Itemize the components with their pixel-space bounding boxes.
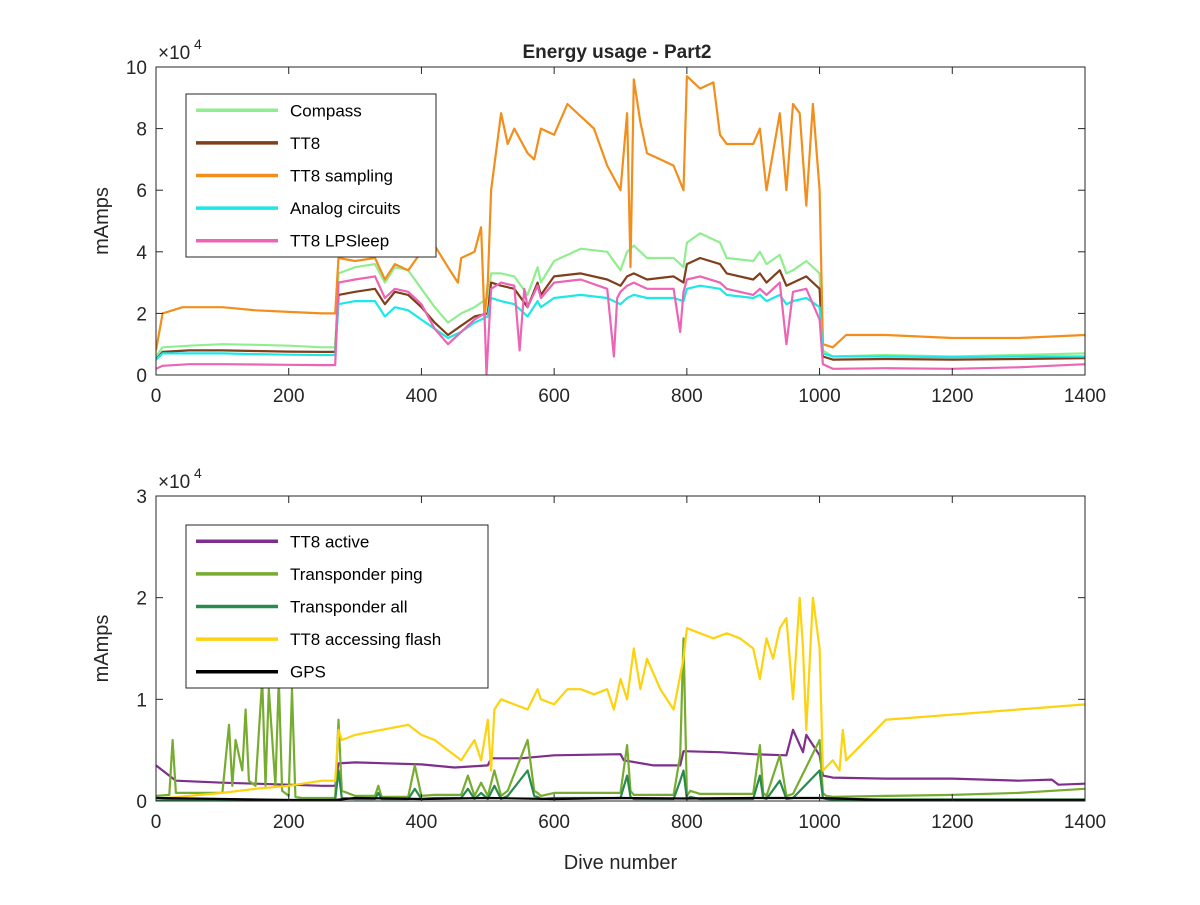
y-tick-label: 0	[136, 792, 147, 813]
x-tick-label: 400	[406, 386, 438, 407]
x-tick-label: 1200	[931, 386, 973, 407]
series-line-tt8-sampling	[156, 75, 1085, 351]
y-tick-label: 6	[136, 181, 147, 202]
legend: Compass TT8 TT8 sampling Analog circuits TT8…	[185, 93, 437, 258]
y-tick-label: 2	[136, 304, 147, 325]
legend-label: Transponder ping	[290, 565, 423, 584]
y-axis-label: mAmps	[91, 615, 113, 683]
x-tick-label: 1400	[1064, 812, 1106, 833]
legend-label: TT8 accessing flash	[290, 630, 441, 649]
y-multiplier: ×10	[158, 472, 190, 493]
series-line-gps	[156, 796, 1085, 801]
legend-label: TT8 sampling	[290, 167, 393, 186]
y-tick-label: 1	[136, 690, 147, 711]
axes-box	[155, 495, 1086, 802]
axes-box	[155, 66, 1086, 376]
x-tick-label: 1000	[798, 812, 840, 833]
x-tick-label: 200	[273, 812, 305, 833]
y-multiplier-exponent: 4	[194, 36, 202, 52]
y-tick-label: 3	[136, 487, 147, 508]
legend-label: TT8 LPSleep	[290, 232, 389, 251]
x-tick-label: 600	[538, 386, 570, 407]
legend-label: Compass	[290, 101, 362, 120]
series-line-tt8	[156, 256, 1085, 361]
x-tick-label: 0	[151, 812, 162, 833]
x-tick-label: 1400	[1064, 386, 1106, 407]
y-tick-label: 8	[136, 120, 147, 141]
x-tick-label: 1000	[798, 386, 840, 407]
panel-2: 0 200 400 600 800 1000 1200 1400 0 1 2 3 ×10 4 mAmps Di…	[91, 465, 1106, 874]
legend-label: GPS	[290, 663, 326, 682]
legend-label: Transponder all	[290, 598, 408, 617]
legend-label: Analog circuits	[290, 199, 401, 218]
x-tick-label: 800	[671, 812, 703, 833]
x-tick-label: 0	[151, 386, 162, 407]
series-line-compass	[156, 232, 1085, 358]
chart-title: Energy usage - Part2	[522, 42, 711, 63]
series-group	[156, 596, 1085, 801]
x-tick-label: 600	[538, 812, 570, 833]
legend: TT8 active Transponder ping Transponder al…	[185, 524, 489, 689]
series-line-tt8-lpsleep	[156, 275, 1085, 375]
series-line-analog-circuits	[156, 284, 1085, 361]
x-axis-label: Dive number	[564, 852, 678, 874]
y-tick-label: 0	[136, 366, 147, 387]
y-multiplier-exponent: 4	[194, 465, 202, 481]
x-tick-label: 200	[273, 386, 305, 407]
y-tick-label: 4	[136, 243, 147, 264]
y-tick-label: 10	[126, 58, 147, 79]
series-line-transponder-ping	[156, 637, 1085, 800]
y-tick-label: 2	[136, 589, 147, 610]
x-tick-label: 400	[406, 812, 438, 833]
legend-label: TT8 active	[290, 532, 369, 551]
x-tick-label: 1200	[931, 812, 973, 833]
y-multiplier: ×10	[158, 43, 190, 64]
series-line-tt8-accessing-flash	[156, 596, 1085, 801]
legend-label: TT8	[290, 134, 320, 153]
x-tick-label: 800	[671, 386, 703, 407]
series-line-tt8-active	[156, 728, 1085, 787]
y-axis-label: mAmps	[91, 187, 113, 255]
series-group	[156, 75, 1085, 375]
